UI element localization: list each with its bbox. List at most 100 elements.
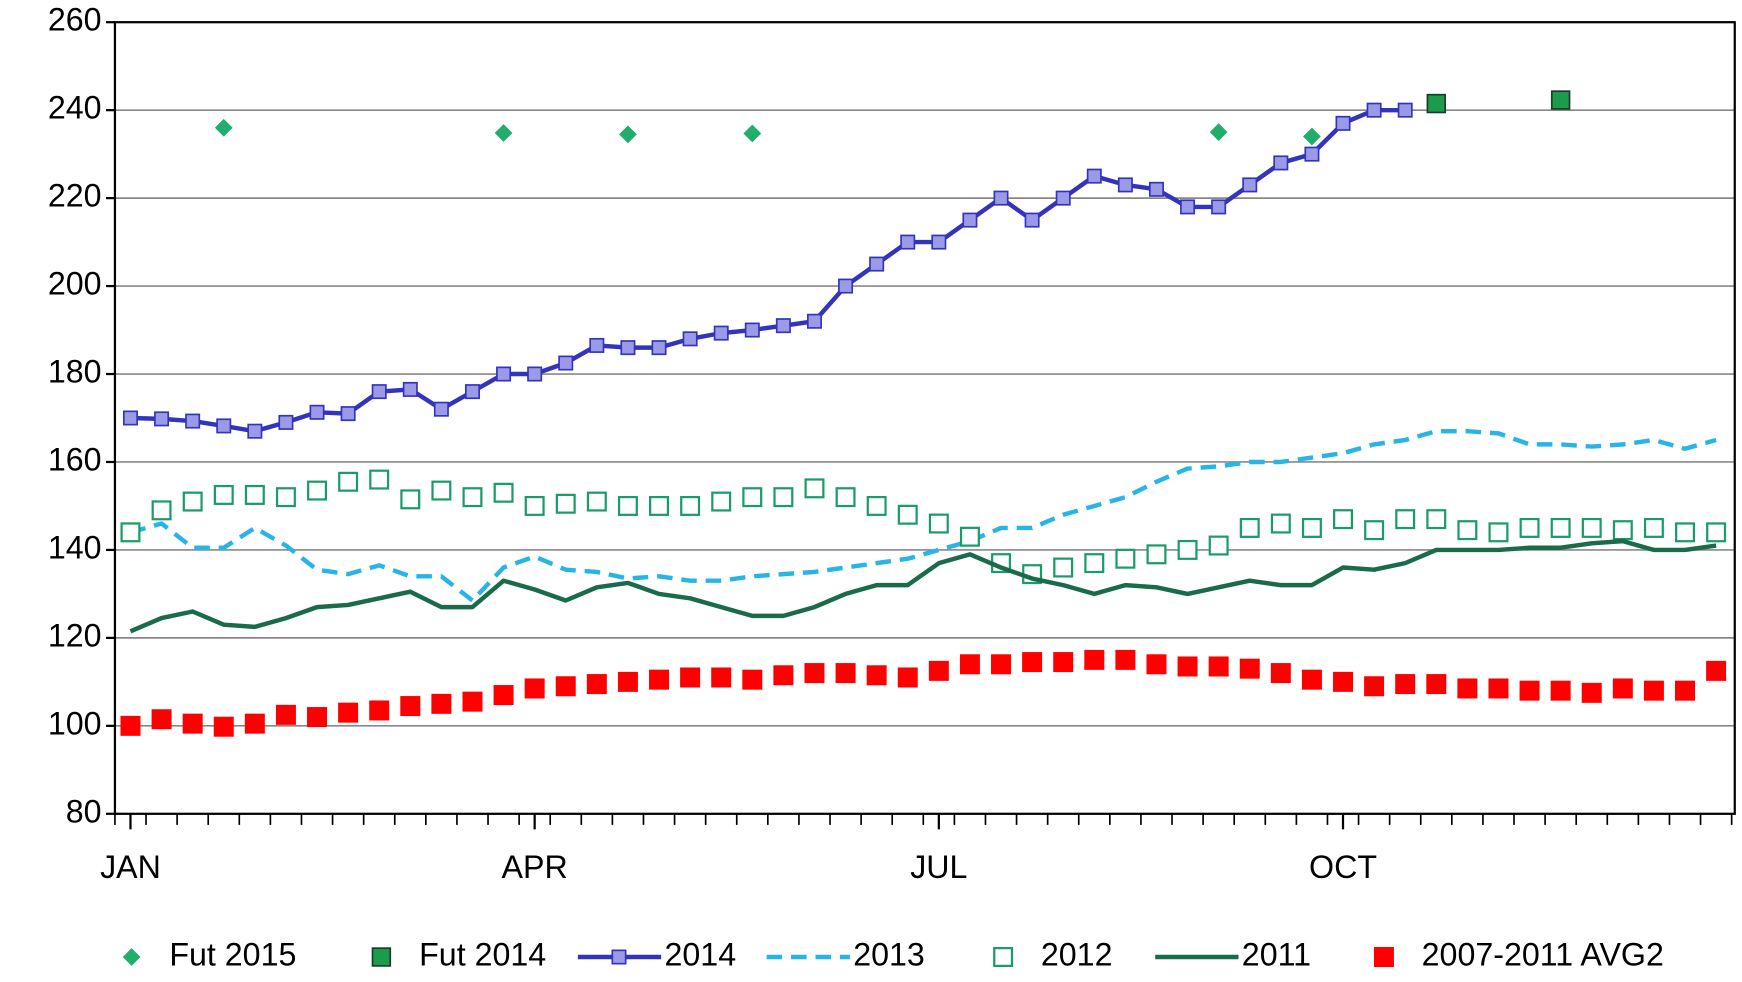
square-marker: [1426, 93, 1447, 114]
square-marker: [1148, 181, 1164, 197]
hollow-square-marker: [1612, 520, 1633, 541]
y-tick-label: 140: [48, 529, 102, 565]
series-line: [130, 107, 1406, 434]
square-marker: [713, 325, 729, 341]
square-marker: [1086, 168, 1102, 184]
square-marker: [464, 384, 480, 400]
square-marker: [775, 318, 791, 334]
hollow-square-marker: [742, 487, 763, 508]
hollow-square-marker: [555, 493, 576, 514]
square-marker: [838, 278, 854, 294]
square-marker: [433, 401, 449, 417]
diamond-marker: [494, 124, 513, 142]
hollow-square-marker: [1675, 522, 1696, 543]
square-marker: [1301, 669, 1322, 690]
square-marker: [120, 715, 141, 736]
hollow-square-marker: [462, 487, 483, 508]
square-marker: [462, 691, 483, 712]
hollow-square-marker: [1643, 517, 1664, 538]
hollow-square-marker: [835, 487, 856, 508]
hollow-square-marker: [275, 487, 296, 508]
square-marker: [1211, 199, 1227, 215]
square-marker: [555, 676, 576, 697]
y-tick-label: 120: [48, 617, 102, 653]
hollow-square-marker: [586, 491, 607, 512]
hollow-square-marker: [1395, 509, 1416, 530]
square-marker: [742, 669, 763, 690]
hollow-square-marker: [711, 491, 732, 512]
square-marker: [185, 413, 201, 429]
square-marker: [154, 411, 170, 427]
square-marker: [962, 212, 978, 228]
square-marker: [1242, 177, 1258, 193]
hollow-square-marker: [1457, 520, 1478, 541]
square-marker: [586, 674, 607, 695]
hollow-square-marker: [1581, 517, 1602, 538]
square-marker: [931, 234, 947, 250]
square-marker: [1208, 656, 1229, 677]
square-marker: [1273, 155, 1289, 171]
hollow-square-marker: [400, 489, 421, 510]
square-marker: [307, 707, 328, 728]
hollow-square-marker: [1146, 544, 1167, 565]
hollow-square-marker: [959, 526, 980, 547]
square-marker: [151, 709, 172, 730]
diamond-marker: [1209, 123, 1228, 142]
square-marker: [309, 404, 325, 420]
hollow-square-marker: [1053, 557, 1074, 578]
square-marker: [1304, 146, 1320, 162]
square-marker: [122, 410, 138, 426]
legend-label: 2007-2011 AVG2: [1422, 937, 1664, 973]
hollow-square-marker: [1364, 520, 1385, 541]
square-marker: [216, 418, 232, 434]
y-tick-label: 200: [48, 266, 102, 302]
square-marker: [744, 322, 760, 338]
square-marker: [1550, 90, 1571, 110]
square-marker: [651, 340, 667, 356]
square-marker: [1581, 682, 1602, 703]
square-marker: [527, 366, 543, 382]
square-marker: [371, 947, 392, 967]
hollow-square-marker: [1706, 522, 1727, 543]
legend-label: Fut 2014: [419, 937, 546, 973]
square-marker: [928, 660, 949, 681]
x-tick-label: OCT: [1309, 849, 1377, 885]
hollow-square-marker: [1177, 539, 1198, 560]
square-marker: [213, 716, 234, 737]
square-marker: [1084, 649, 1105, 670]
square-marker: [897, 667, 918, 688]
legend: Fut 2015 Fut 2014 2014 2013 2012 2011 2007-201…: [122, 937, 1664, 973]
square-marker: [869, 256, 885, 272]
series-line: [129, 428, 1717, 603]
square-marker: [1488, 678, 1509, 699]
square-marker: [993, 190, 1009, 206]
hollow-square-marker: [649, 495, 670, 516]
legend-label: Fut 2015: [169, 937, 296, 973]
diamond-marker: [619, 125, 637, 144]
axes-layer: 80 100 120 140 160 180 200 220 240 260 JAN APR JUL OC…: [48, 2, 1733, 885]
hollow-square-marker: [1519, 517, 1540, 538]
hollow-square-marker: [182, 491, 203, 512]
hollow-square-marker: [773, 487, 794, 508]
marks-layer: [120, 90, 1727, 737]
square-marker: [1706, 660, 1727, 681]
y-tick-label: 80: [66, 793, 102, 829]
square-marker: [400, 696, 421, 717]
hollow-square-marker: [369, 469, 390, 490]
hollow-square-marker: [928, 513, 949, 534]
square-marker: [524, 678, 545, 699]
square-marker: [900, 234, 916, 250]
square-marker: [493, 685, 514, 706]
square-marker: [1055, 190, 1071, 206]
hollow-square-marker: [804, 478, 825, 499]
square-marker: [1270, 663, 1291, 684]
hollow-square-marker: [493, 482, 514, 503]
hollow-square-marker: [307, 480, 328, 501]
y-tick-label: 180: [48, 354, 102, 390]
square-marker: [1395, 674, 1416, 695]
square-marker: [402, 381, 418, 397]
hollow-square-marker: [213, 484, 234, 505]
legend-label: 2011: [1242, 937, 1311, 973]
